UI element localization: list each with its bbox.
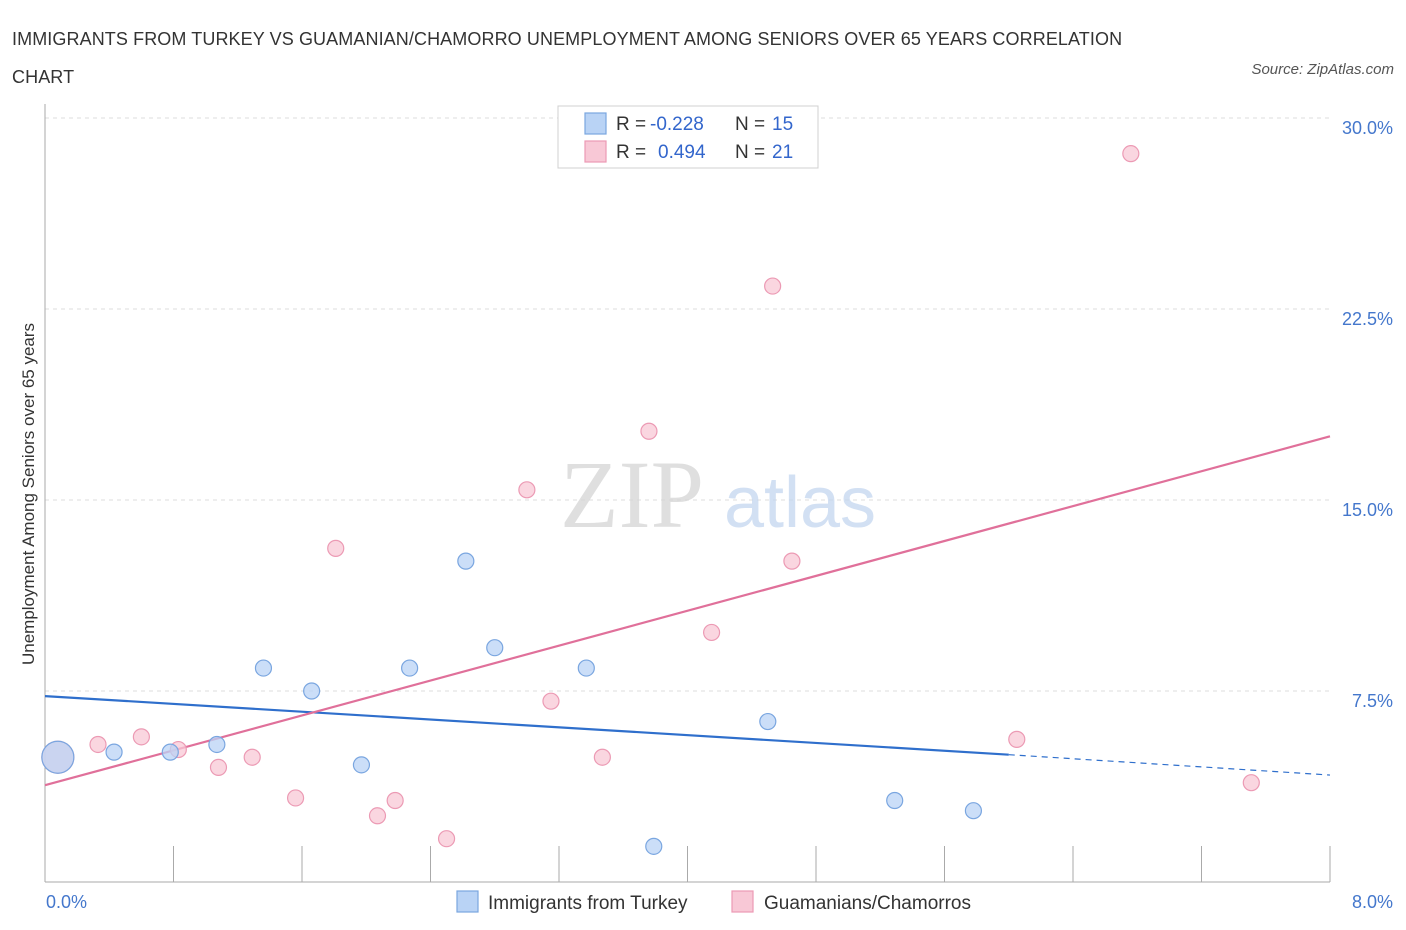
legend-n-value-turkey: 15: [772, 114, 793, 135]
y-axis-title: Unemployment Among Seniors over 65 years: [19, 323, 38, 665]
bottom-legend-swatch-guam: [731, 890, 754, 913]
point-guam-18: [1008, 730, 1026, 748]
point-guam-7: [327, 539, 345, 557]
point-guam-5: [243, 748, 261, 766]
point-turkey-14: [964, 802, 983, 820]
legend-r-label-guam: R =: [616, 142, 646, 163]
point-guam-9: [386, 791, 404, 810]
trend-line-guam: [44, 435, 1331, 787]
tick-labels: 7.5% 15.0% 22.5% 30.0% 0.0% 8.0%: [46, 118, 1393, 912]
point-turkey-1: [105, 743, 123, 761]
legend-r-value-guam: 0.494: [658, 142, 706, 163]
point-guam-1: [89, 735, 107, 754]
point-turkey-11: [645, 837, 663, 855]
point-guam-8: [368, 807, 387, 825]
point-turkey-0: [41, 740, 75, 774]
legend-n-value-guam: 21: [772, 142, 793, 163]
point-guam-10: [437, 830, 456, 848]
legend-r-value-turkey: -0.228: [650, 114, 704, 135]
point-guam-6: [286, 789, 305, 807]
point-guam-20: [1242, 774, 1260, 792]
point-guam-11: [518, 481, 536, 499]
trend-lines: [44, 435, 1331, 787]
point-turkey-10: [577, 659, 595, 677]
point-turkey-12: [759, 712, 777, 731]
chart-title: IMMIGRANTS FROM TURKEY VS GUAMANIAN/CHAM…: [12, 29, 1123, 87]
point-guam-15: [702, 623, 721, 642]
x-tick-label-max: 8.0%: [1352, 892, 1393, 912]
y-tick-label-2: 22.5%: [1342, 309, 1393, 329]
point-turkey-2: [161, 743, 179, 761]
point-guam-14: [640, 422, 658, 440]
point-turkey-9: [486, 639, 504, 657]
data-points: [41, 145, 1260, 855]
point-turkey-4: [254, 659, 273, 677]
watermark-zip: ZIP: [560, 441, 704, 548]
legend-n-label-guam: N =: [735, 142, 765, 163]
gridlines: [45, 117, 1330, 692]
axes: [44, 104, 1331, 883]
source-label: Source: ZipAtlas.com: [1251, 61, 1394, 78]
point-guam-19: [1122, 145, 1140, 163]
watermark: ZIP atlas: [560, 441, 876, 548]
point-guam-17: [783, 552, 801, 570]
trend-line-turkey-extrapolated: [1008, 754, 1331, 776]
point-guam-2: [132, 728, 150, 746]
point-turkey-13: [886, 791, 904, 810]
point-guam-16: [764, 277, 782, 295]
bottom-legend-label-turkey: Immigrants from Turkey: [488, 893, 688, 914]
point-guam-13: [593, 748, 611, 766]
point-turkey-8: [457, 552, 475, 570]
point-turkey-5: [303, 682, 321, 700]
y-tick-label-3: 30.0%: [1342, 118, 1393, 138]
point-turkey-6: [352, 756, 371, 774]
watermark-atlas: atlas: [724, 463, 876, 543]
x-tick-label-min: 0.0%: [46, 892, 87, 912]
y-tick-label-0: 7.5%: [1352, 691, 1393, 711]
legend-swatch-guam: [584, 140, 607, 163]
legend-swatch-turkey: [584, 112, 607, 135]
legend-r-label-turkey: R =: [616, 114, 646, 135]
bottom-legend-swatch-turkey: [456, 890, 479, 913]
series-legend: Immigrants from Turkey Guamanians/Chamor…: [456, 890, 971, 914]
trend-line-turkey: [44, 694, 1009, 756]
point-turkey-3: [208, 735, 226, 754]
point-guam-12: [542, 692, 560, 710]
stats-legend: R = -0.228 N = 15 R = 0.494 N = 21: [557, 105, 819, 169]
point-guam-4: [209, 758, 228, 777]
bottom-legend-label-guam: Guamanians/Chamorros: [764, 893, 971, 914]
legend-n-label-turkey: N =: [735, 114, 765, 135]
y-tick-label-1: 15.0%: [1342, 500, 1393, 520]
point-turkey-7: [401, 659, 419, 677]
